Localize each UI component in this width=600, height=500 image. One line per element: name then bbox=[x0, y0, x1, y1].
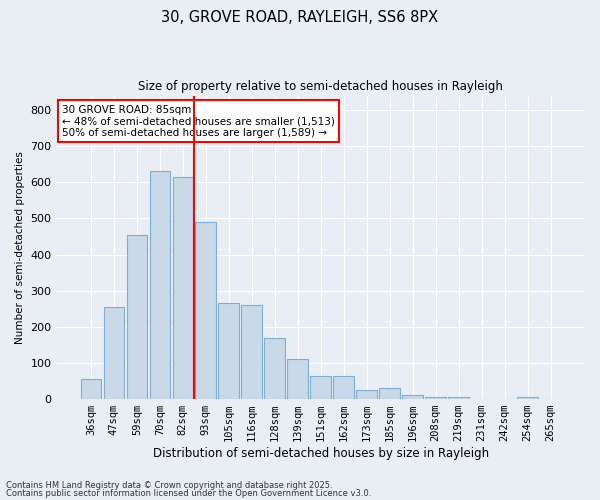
Bar bbox=[149, 172, 170, 399]
Bar bbox=[356, 390, 377, 399]
Bar bbox=[218, 304, 239, 399]
Text: 30, GROVE ROAD, RAYLEIGH, SS6 8PX: 30, GROVE ROAD, RAYLEIGH, SS6 8PX bbox=[161, 10, 439, 25]
Bar bbox=[173, 177, 193, 399]
Bar bbox=[287, 360, 308, 399]
Bar bbox=[425, 398, 446, 399]
Bar bbox=[127, 234, 147, 399]
Text: Contains public sector information licensed under the Open Government Licence v3: Contains public sector information licen… bbox=[6, 488, 371, 498]
Y-axis label: Number of semi-detached properties: Number of semi-detached properties bbox=[15, 151, 25, 344]
Text: 30 GROVE ROAD: 85sqm
← 48% of semi-detached houses are smaller (1,513)
50% of se: 30 GROVE ROAD: 85sqm ← 48% of semi-detac… bbox=[62, 104, 335, 138]
Bar bbox=[80, 379, 101, 399]
Bar bbox=[334, 376, 354, 399]
Bar bbox=[379, 388, 400, 399]
Bar bbox=[448, 398, 469, 399]
Bar bbox=[241, 305, 262, 399]
Bar bbox=[265, 338, 285, 399]
Bar bbox=[517, 398, 538, 399]
Text: Contains HM Land Registry data © Crown copyright and database right 2025.: Contains HM Land Registry data © Crown c… bbox=[6, 481, 332, 490]
Bar bbox=[104, 307, 124, 399]
X-axis label: Distribution of semi-detached houses by size in Rayleigh: Distribution of semi-detached houses by … bbox=[153, 447, 489, 460]
Title: Size of property relative to semi-detached houses in Rayleigh: Size of property relative to semi-detach… bbox=[139, 80, 503, 93]
Bar bbox=[403, 396, 423, 399]
Bar bbox=[196, 222, 216, 399]
Bar bbox=[310, 376, 331, 399]
